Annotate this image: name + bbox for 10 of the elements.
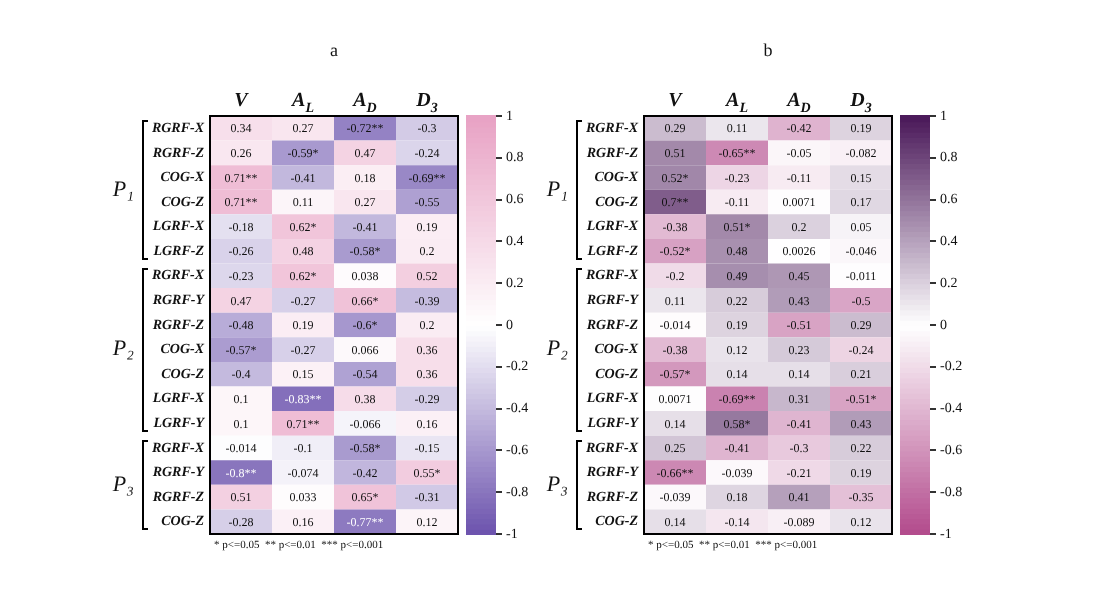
x-tick-label: V (668, 90, 685, 112)
text: P₃ (544, 472, 569, 497)
x-tick-label: V (234, 90, 251, 112)
chart-title: b (763, 40, 774, 60)
text: P₁ (110, 177, 135, 202)
text: P₁ (544, 177, 569, 202)
chart-title: a (330, 40, 338, 60)
text: P₃ (110, 472, 135, 497)
text: P₂ (544, 337, 569, 362)
text: P₂ (110, 337, 135, 362)
